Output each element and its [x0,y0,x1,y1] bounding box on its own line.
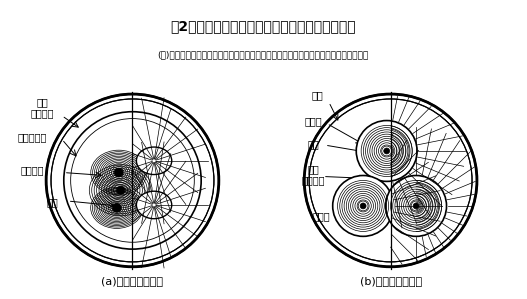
Circle shape [413,203,419,209]
Text: 絶縁紙: 絶縁紙 [304,117,322,126]
Circle shape [114,168,123,177]
Circle shape [360,203,366,209]
Text: 介在
ジュート: 介在 ジュート [301,164,325,185]
Text: 第2図　ベルトケーブルと遮へいケーブルの電界: 第2図 ベルトケーブルと遮へいケーブルの電界 [170,19,356,33]
Circle shape [386,176,446,236]
Circle shape [382,146,392,156]
Circle shape [117,186,124,194]
Circle shape [384,148,389,154]
Text: コア絶縁: コア絶縁 [21,166,44,176]
Circle shape [411,201,421,211]
Ellipse shape [136,191,172,219]
Circle shape [112,204,121,212]
Text: (a)ベルトケーブル: (a)ベルトケーブル [102,275,163,286]
Text: 介在
ジュート: 介在 ジュート [31,97,54,119]
Circle shape [304,94,477,267]
Text: ベルト絶縁: ベルト絶縁 [18,132,47,142]
Circle shape [333,176,394,236]
Circle shape [356,120,417,181]
Ellipse shape [136,147,172,175]
Circle shape [46,94,219,267]
Text: 遮へい: 遮へい [312,211,330,221]
Text: 導体: 導体 [46,197,58,207]
Text: (b)遮へいケーブル: (b)遮へいケーブル [359,275,422,286]
Text: 銁被: 銁被 [311,90,323,100]
Circle shape [358,201,368,211]
Text: 導体: 導体 [307,139,319,149]
Text: (注)左半分は構造、右半分は力線分布（ベルトケーブルの力線分布は各瞬時変化する）: (注)左半分は構造、右半分は力線分布（ベルトケーブルの力線分布は各瞬時変化する） [158,50,368,59]
